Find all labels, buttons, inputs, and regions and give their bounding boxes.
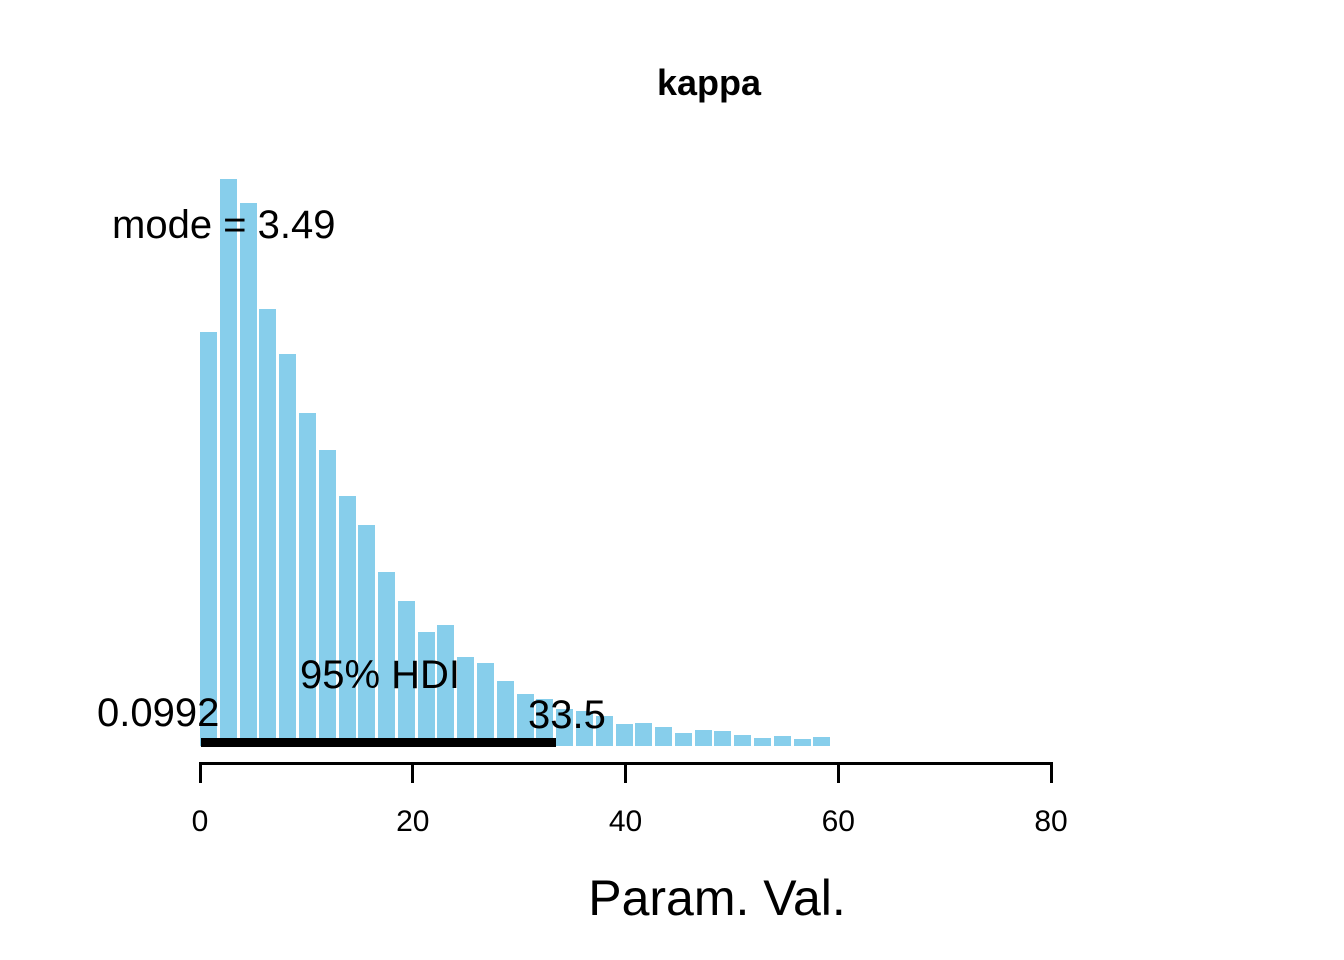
x-axis-tick-label: 60 <box>821 805 855 838</box>
histogram-bar <box>457 657 475 746</box>
histogram-bar <box>318 450 336 746</box>
histogram-bar <box>674 733 692 746</box>
histogram-bar <box>417 632 435 746</box>
hdi-interval-line <box>201 738 557 747</box>
histogram-bar <box>714 731 732 746</box>
histogram-bar <box>200 332 217 746</box>
hdi-high-value: 33.5 <box>528 693 606 737</box>
x-axis-tick <box>836 763 840 783</box>
x-axis-tick <box>198 763 202 783</box>
histogram-bar <box>615 723 633 746</box>
histogram-bar <box>219 179 237 746</box>
x-axis-tick <box>411 763 415 783</box>
histogram-bar <box>734 735 752 746</box>
histogram-bar <box>595 715 613 746</box>
histogram-bar <box>556 709 574 746</box>
histogram-bar <box>635 722 653 746</box>
histogram-bar <box>773 735 791 746</box>
histogram-bar <box>378 571 396 746</box>
hdi-low-value: 0.0992 <box>97 691 220 735</box>
histogram-bar <box>793 739 811 746</box>
hdi-annotation: 95% HDI <box>299 653 461 697</box>
histogram-bar <box>397 600 415 746</box>
x-axis-tick-label: 80 <box>1034 805 1068 838</box>
histogram-bar <box>477 663 494 746</box>
histogram-bar <box>813 736 831 746</box>
x-axis-tick-label: 40 <box>608 805 643 838</box>
histogram-bar <box>358 524 376 746</box>
x-axis-tick <box>624 763 627 783</box>
histogram-bar <box>338 496 356 746</box>
histogram-bar <box>279 354 297 746</box>
histogram-bar <box>437 625 455 746</box>
x-axis-tick-label: 20 <box>396 805 430 838</box>
x-axis-tick-label: 0 <box>191 805 209 838</box>
histogram-bar <box>536 698 554 746</box>
histogram-bar <box>516 693 534 746</box>
histogram-bar <box>259 308 277 746</box>
x-axis-title: Param. Val. <box>588 870 846 926</box>
histogram-bar <box>694 730 712 746</box>
x-axis-tick <box>1049 763 1053 783</box>
histogram-bar <box>298 413 316 746</box>
histogram-bar <box>754 738 771 746</box>
mode-annotation: mode = 3.49 <box>112 203 336 247</box>
plot-title: kappa <box>656 62 762 103</box>
histogram-bar <box>496 680 514 746</box>
histogram-bar <box>239 202 257 746</box>
histogram-bar <box>575 710 593 746</box>
histogram-bar <box>655 726 673 746</box>
